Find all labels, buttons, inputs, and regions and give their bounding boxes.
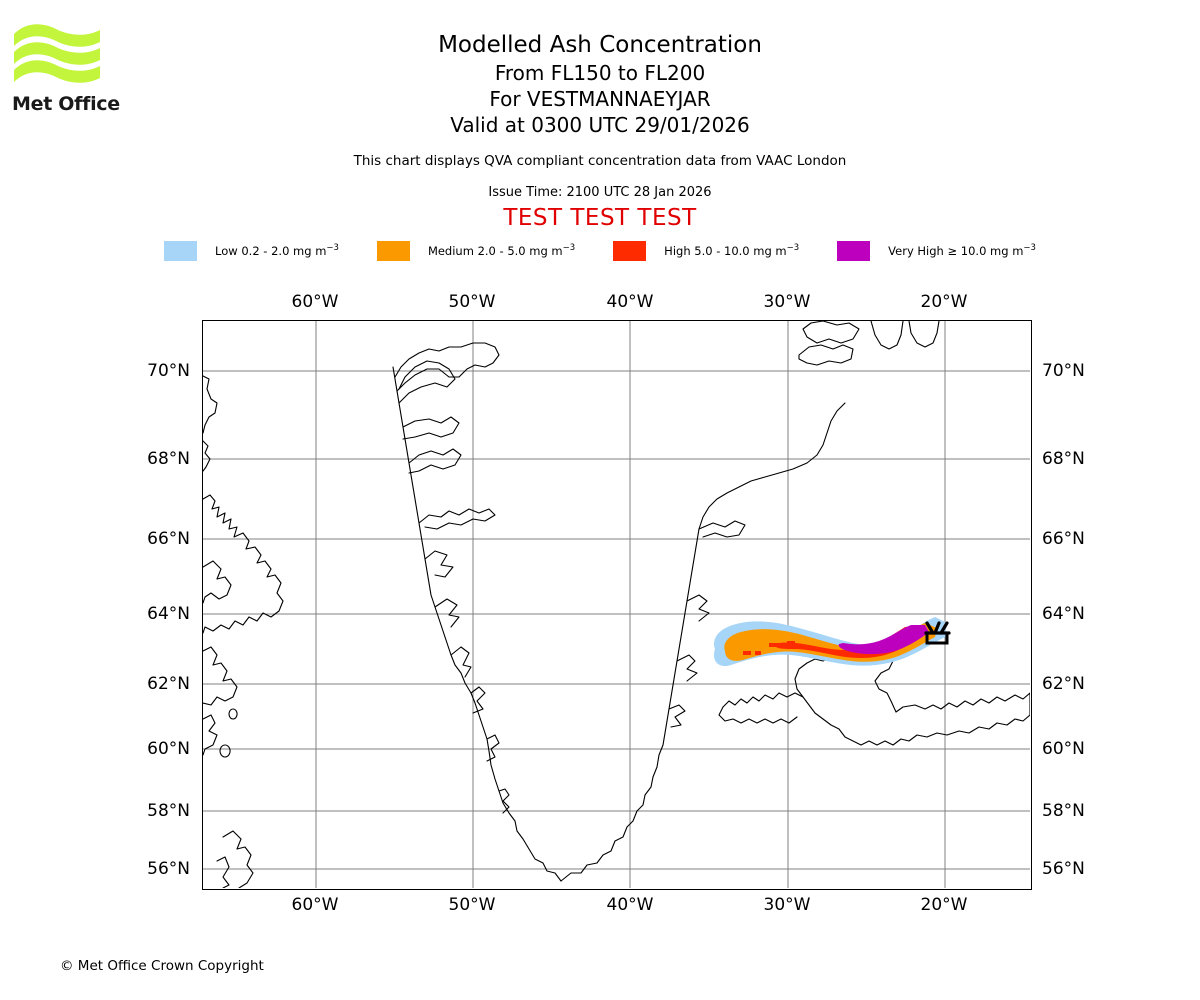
coastline-greenland bbox=[392, 366, 562, 882]
coastline-svalbard-east bbox=[908, 321, 940, 348]
lat-tick-right-68N: 68°N bbox=[1042, 449, 1085, 469]
lat-tick-right-70N: 70°N bbox=[1042, 361, 1085, 381]
volcano-source-marker bbox=[924, 621, 951, 645]
legend-label-high: High 5.0 - 10.0 mg m−3 bbox=[664, 243, 800, 258]
qva-note: This chart displays QVA compliant concen… bbox=[353, 153, 847, 169]
lon-tick-bottom-30W: 30°W bbox=[763, 895, 811, 915]
coastline-greenland-fjord-4 bbox=[450, 646, 472, 678]
coastline-jan-mayen bbox=[802, 321, 860, 344]
lon-tick-top-50W: 50°W bbox=[448, 292, 496, 312]
coastline-island-small-2 bbox=[219, 744, 231, 758]
coastline-greenland-west-fjords bbox=[498, 788, 510, 814]
lat-tick-left-66N: 66°N bbox=[147, 529, 190, 549]
coastlines bbox=[203, 321, 1030, 888]
lon-tick-top-40W: 40°W bbox=[606, 292, 654, 312]
coastline-baffin-island bbox=[203, 375, 218, 434]
ash-plume-high-speckles bbox=[743, 641, 795, 655]
coastline-greenland-east-scoresby bbox=[698, 520, 746, 538]
test-banner: TEST TEST TEST bbox=[503, 205, 697, 231]
coastline-iceland bbox=[794, 650, 1030, 746]
legend-item-high: High 5.0 - 10.0 mg m−3 bbox=[613, 241, 799, 261]
coastline-greenland-fjord-6 bbox=[424, 550, 454, 578]
coastline-greenland-east-fjord-3 bbox=[686, 594, 710, 622]
legend-item-medium: Medium 2.0 - 5.0 mg m−3 bbox=[376, 241, 576, 261]
coastline-iceland-westfjords bbox=[718, 692, 804, 724]
met-office-waves-logo-icon bbox=[14, 24, 100, 83]
coastline-greenland-fjord-2 bbox=[486, 734, 500, 762]
copyright-notice: © Met Office Crown Copyright bbox=[60, 958, 264, 974]
lon-tick-top-60W: 60°W bbox=[291, 292, 339, 312]
flight-level-subtitle: From FL150 to FL200 bbox=[494, 61, 706, 85]
lon-tick-top-20W: 20°W bbox=[920, 292, 968, 312]
valid-time-subtitle: Valid at 0300 UTC 29/01/2026 bbox=[450, 113, 750, 137]
coastline-island-small-1 bbox=[228, 708, 238, 720]
coastline-baffin-inlet bbox=[203, 560, 232, 604]
coastline-newfoundland bbox=[222, 830, 254, 888]
coastline-greenland-fjord-3 bbox=[470, 686, 486, 714]
map-canvas bbox=[203, 321, 1030, 888]
legend-swatch-high bbox=[613, 241, 647, 261]
lat-tick-left-62N: 62°N bbox=[147, 674, 190, 694]
lat-tick-left-68N: 68°N bbox=[147, 449, 190, 469]
page-title: Modelled Ash Concentration bbox=[438, 32, 762, 58]
lon-tick-top-30W: 30°W bbox=[763, 292, 811, 312]
coastline-labrador-south bbox=[203, 714, 218, 756]
lat-tick-right-66N: 66°N bbox=[1042, 529, 1085, 549]
issue-time: Issue Time: 2100 UTC 28 Jan 2026 bbox=[488, 185, 712, 200]
map-gridlines bbox=[203, 321, 1030, 888]
coastline-baffin-north bbox=[203, 440, 211, 472]
coastline-greenland-nw-2 bbox=[402, 416, 460, 440]
coastline-newfoundland-west bbox=[216, 856, 230, 888]
coastline-greenland-ne-tip bbox=[798, 344, 854, 366]
coastline-greenland-east-fjord-2 bbox=[676, 654, 698, 682]
legend-swatch-low bbox=[164, 241, 198, 261]
ash-plume-very-high bbox=[838, 625, 929, 655]
lat-tick-right-64N: 64°N bbox=[1042, 604, 1085, 624]
coastline-greenland-east bbox=[560, 402, 846, 882]
legend-label-low: Low 0.2 - 2.0 mg m−3 bbox=[215, 243, 339, 258]
lat-tick-left-58N: 58°N bbox=[147, 801, 190, 821]
lon-tick-bottom-50W: 50°W bbox=[448, 895, 496, 915]
coastline-greenland-fjord-5 bbox=[434, 598, 460, 628]
legend-swatch-very-high bbox=[837, 241, 871, 261]
legend-item-low: Low 0.2 - 2.0 mg m−3 bbox=[164, 241, 339, 261]
legend-swatch-medium bbox=[376, 241, 410, 261]
met-office-logo: Met Office bbox=[12, 20, 122, 115]
coastline-svalbard-west bbox=[870, 321, 904, 350]
lon-tick-bottom-40W: 40°W bbox=[606, 895, 654, 915]
legend-label-very-high: Very High ≥ 10.0 mg m−3 bbox=[888, 243, 1036, 258]
legend-item-very-high: Very High ≥ 10.0 mg m−3 bbox=[837, 241, 1036, 261]
chart-header: Modelled Ash Concentration From FL150 to… bbox=[0, 0, 1200, 231]
coastline-labrador-coast bbox=[203, 646, 238, 706]
lon-tick-bottom-20W: 20°W bbox=[920, 895, 968, 915]
coastline-greenland-fjord-7 bbox=[418, 508, 496, 530]
lat-tick-left-70N: 70°N bbox=[147, 361, 190, 381]
volcano-subtitle: For VESTMANNAEYJAR bbox=[489, 87, 711, 111]
lat-tick-left-60N: 60°N bbox=[147, 739, 190, 759]
coastline-greenland-east-fjord-1 bbox=[668, 704, 686, 728]
lon-tick-bottom-60W: 60°W bbox=[291, 895, 339, 915]
coastline-greenland-fjord-8 bbox=[408, 448, 462, 474]
lat-tick-right-62N: 62°N bbox=[1042, 674, 1085, 694]
lat-tick-left-56N: 56°N bbox=[147, 859, 190, 879]
coastline-baffin-main bbox=[203, 494, 284, 634]
concentration-legend: Low 0.2 - 2.0 mg m−3 Medium 2.0 - 5.0 mg… bbox=[0, 241, 1200, 261]
coastline-greenland-nw-bay bbox=[398, 360, 456, 404]
legend-label-medium: Medium 2.0 - 5.0 mg m−3 bbox=[427, 243, 576, 258]
lat-tick-right-58N: 58°N bbox=[1042, 801, 1085, 821]
met-office-wordmark: Met Office bbox=[12, 93, 120, 115]
lat-tick-left-64N: 64°N bbox=[147, 604, 190, 624]
lat-tick-right-56N: 56°N bbox=[1042, 859, 1085, 879]
ash-concentration-map bbox=[202, 320, 1032, 890]
lat-tick-right-60N: 60°N bbox=[1042, 739, 1085, 759]
coastline-greenland-nw-3 bbox=[394, 342, 500, 392]
